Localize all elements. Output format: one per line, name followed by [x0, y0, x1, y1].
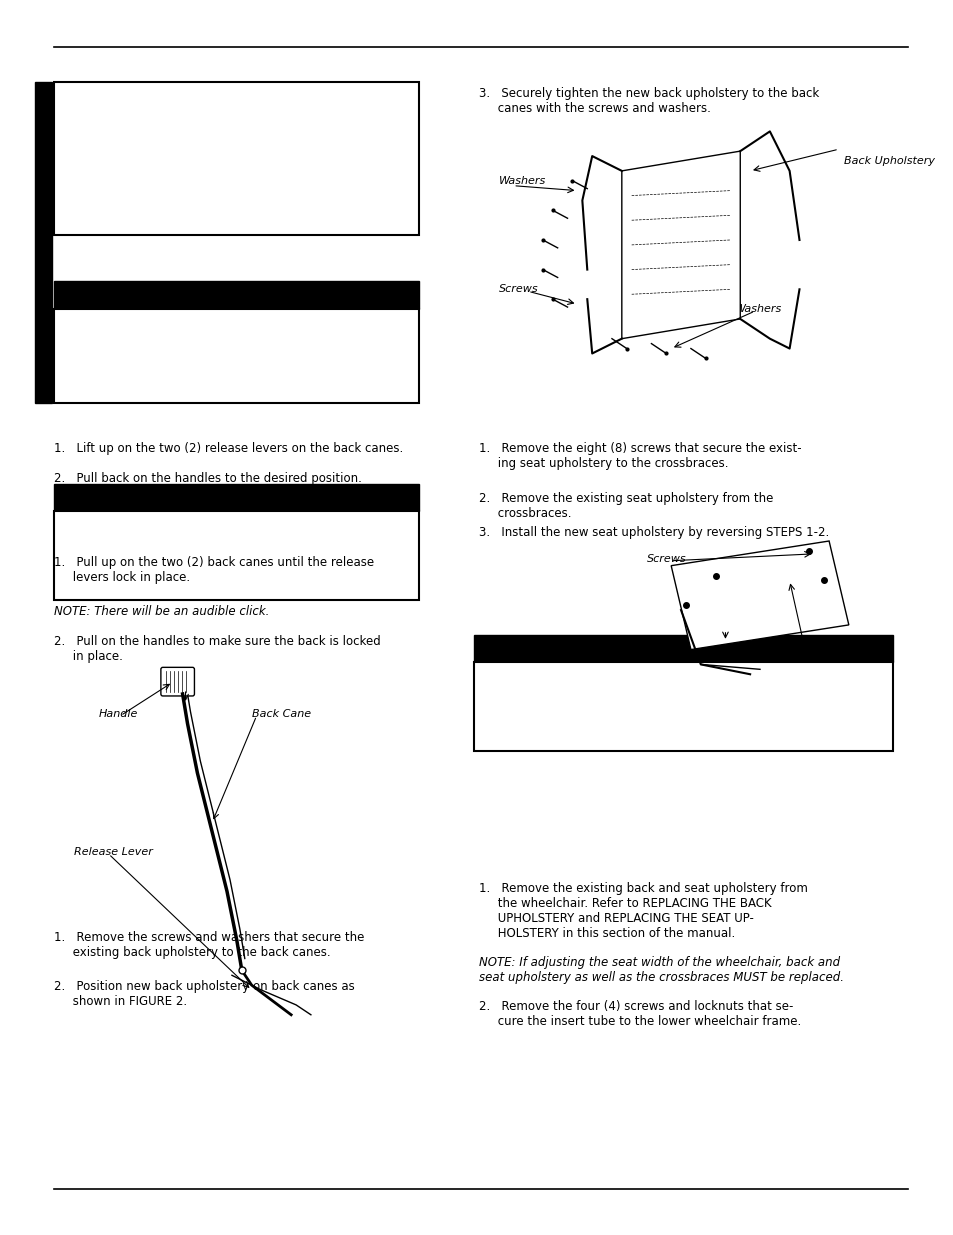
Text: Back Upholstery: Back Upholstery: [843, 156, 934, 165]
Text: Handle: Handle: [98, 709, 138, 719]
Bar: [54, 309, 419, 403]
Text: Washers: Washers: [497, 175, 545, 185]
Text: 3.   Install the new seat upholstery by reversing STEPS 1-2.: 3. Install the new seat upholstery by re…: [478, 526, 828, 540]
Text: 1.   Remove the existing back and seat upholstery from
     the wheelchair. Refe: 1. Remove the existing back and seat uph…: [478, 882, 807, 940]
Text: 1.   Remove the eight (8) screws that secure the exist-
     ing seat upholstery: 1. Remove the eight (8) screws that secu…: [478, 442, 801, 471]
Text: 1.   Remove the screws and washers that secure the
     existing back upholstery: 1. Remove the screws and washers that se…: [54, 931, 364, 958]
Bar: [54, 82, 419, 235]
Text: 2.   Remove the existing seat upholstery from the
     crossbraces.: 2. Remove the existing seat upholstery f…: [478, 492, 772, 520]
Text: 2.   Pull back on the handles to the desired position.: 2. Pull back on the handles to the desir…: [54, 472, 362, 485]
Bar: [54, 484, 419, 511]
Text: 2.   Position new back upholstery on back canes as
     shown in FIGURE 2.: 2. Position new back upholstery on back …: [54, 981, 355, 1008]
Text: NOTE: If adjusting the seat width of the wheelchair, back and
seat upholstery as: NOTE: If adjusting the seat width of the…: [478, 956, 842, 983]
Text: Washers: Washers: [735, 304, 781, 314]
Bar: [474, 635, 892, 662]
Bar: [474, 662, 892, 751]
Bar: [54, 511, 419, 600]
Polygon shape: [621, 151, 740, 338]
FancyBboxPatch shape: [161, 667, 194, 697]
Polygon shape: [671, 541, 848, 650]
Text: 2.   Pull on the handles to make sure the back is locked
     in place.: 2. Pull on the handles to make sure the …: [54, 635, 380, 663]
Text: Screws: Screws: [497, 284, 537, 294]
Text: NOTE: There will be an audible click.: NOTE: There will be an audible click.: [54, 605, 270, 619]
Text: 1.   Pull up on the two (2) back canes until the release
     levers lock in pla: 1. Pull up on the two (2) back canes unt…: [54, 556, 374, 584]
Text: Seat Upholstery: Seat Upholstery: [784, 650, 873, 659]
Bar: [54, 282, 419, 309]
Text: Screws: Screws: [646, 553, 685, 564]
Bar: [34, 82, 52, 403]
Text: 1.   Lift up on the two (2) release levers on the back canes.: 1. Lift up on the two (2) release levers…: [54, 442, 403, 456]
Text: Back Cane: Back Cane: [252, 709, 311, 719]
Text: 3.   Securely tighten the new back upholstery to the back
     canes with the sc: 3. Securely tighten the new back upholst…: [478, 86, 818, 115]
Text: 2.   Remove the four (4) screws and locknuts that se-
     cure the insert tube : 2. Remove the four (4) screws and locknu…: [478, 1000, 801, 1028]
Text: Release Lever: Release Lever: [74, 847, 152, 857]
